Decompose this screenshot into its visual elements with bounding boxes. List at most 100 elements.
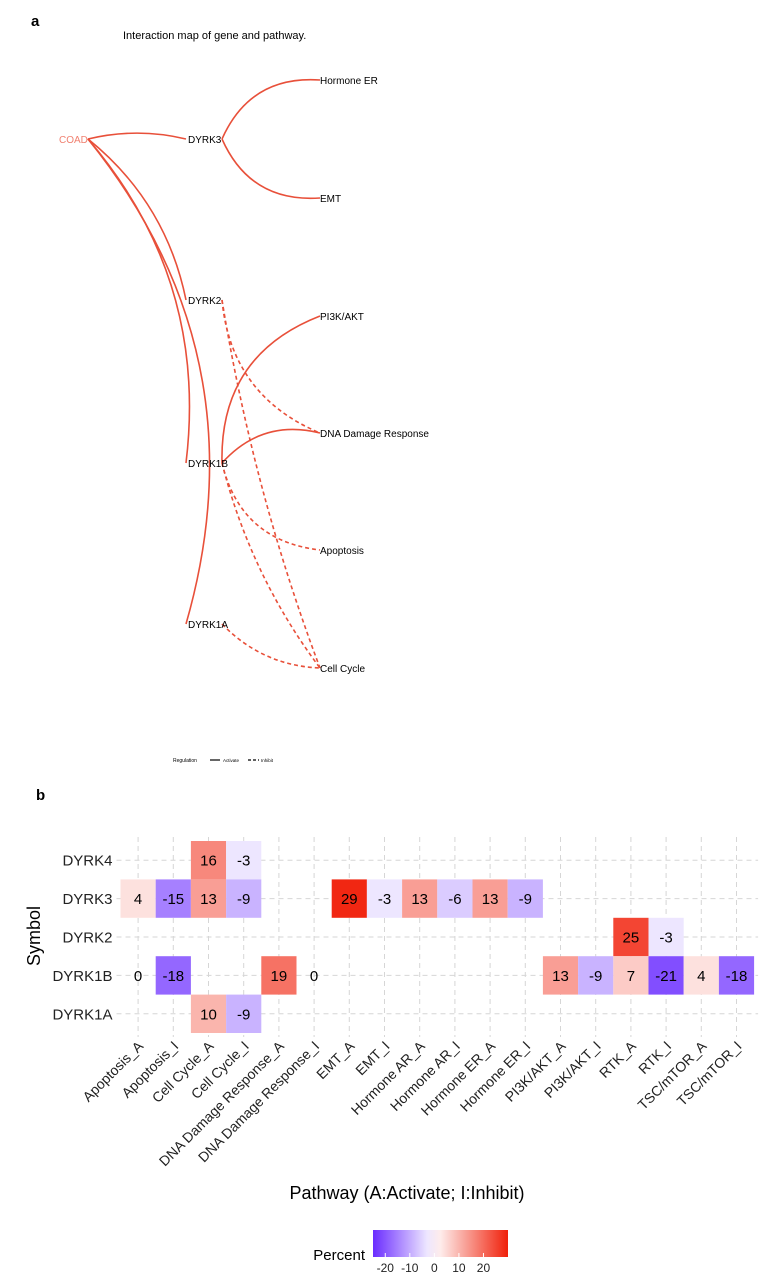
heatmap-cell [366,879,403,918]
heatmap-cell-label: 4 [134,891,142,908]
heatmap-cell-label: 13 [411,891,428,908]
color-legend-bar [373,1230,508,1257]
heatmap-cell [190,879,227,918]
edge-dyrk2-dna-damage-response [221,299,321,434]
node-dyrk3: DYRK3 [188,135,222,146]
panel-a-letter: a [31,13,40,30]
heatmap-cell-label: -9 [589,968,602,985]
heatmap-cell [507,879,543,918]
panel-a: a Interaction map of gene and pathway. C… [31,13,429,764]
heatmap-cell-label: 25 [623,930,640,947]
heatmap-cell-label: -3 [378,891,391,908]
node-hormone-er: Hormone ER [320,76,378,87]
edge-dyrk1a-cell-cycle [221,623,321,669]
node-dyrk1a: DYRK1A [188,620,228,631]
edge-dyrk2-cell-cycle [221,299,321,669]
node-dyrk2: DYRK2 [188,296,222,307]
heatmap-cell [226,841,262,880]
heatmap-cell-label: 13 [482,891,499,908]
color-legend: Percent -20 -10 0 10 20 [313,1230,508,1275]
node-cell-cycle: Cell Cycle [320,664,365,675]
heatmap-cell [155,879,191,918]
heatmap-cell-label: -9 [519,891,532,908]
node-dyrk1b: DYRK1B [188,459,228,470]
color-legend-title: Percent [313,1247,366,1264]
heatmap-cell [155,956,191,995]
heatmap-cell-label: 7 [627,968,635,985]
legend-activate-label: Activate [223,758,240,763]
edge-coad-dyrk2 [87,138,187,301]
edge-dyrk1b-dna-damage-response [221,428,321,464]
regulation-legend: Regulation Activate Inhibit [173,758,274,764]
y-axis-title: Symbol [24,906,44,966]
heatmap-cell-label: -15 [162,891,184,908]
panel-b: b 16 -3 4 -15 13 -9 29 -3 13 -6 13 -9 25 -3 0 -18 19 0 13 -… [24,787,759,1275]
edge-dyrk1b-cell-cycle [221,462,321,669]
x-tick-label: RTK_A [596,1037,640,1081]
edge-coad-dyrk1a [87,138,211,625]
heatmap-cell [402,879,438,918]
heatmap-cell-label: -18 [162,968,184,985]
node-apoptosis: Apoptosis [320,546,364,557]
heatmap-cell [190,994,227,1033]
color-legend-tick-label: -10 [401,1261,419,1275]
heatmap-cell [331,879,367,918]
heatmap-cell [613,917,649,957]
heatmap-cell-label: 0 [134,968,142,985]
network-edges [87,78,321,669]
heatmap: 16 -3 4 -15 13 -9 29 -3 13 -6 13 -9 25 -3 0 -18 19 0 13 -9 7… [52,837,759,1169]
x-axis-title: Pathway (A:Activate; I:Inhibit) [289,1183,524,1203]
heatmap-cell [226,994,262,1033]
edge-dyrk3-emt [221,138,321,200]
heatmap-cell-label: -6 [448,891,461,908]
edge-dyrk3-hormone-er [221,78,321,140]
node-emt: EMT [320,194,341,205]
heatmap-cell-label: -9 [237,891,250,908]
heatmap-cell-label: -3 [659,930,672,947]
heatmap-cell-label: 4 [697,968,705,985]
y-tick-label: DYRK2 [62,930,112,947]
network-title: Interaction map of gene and pathway. [123,30,306,42]
edge-coad-dyrk1b [87,138,191,464]
regulation-legend-title: Regulation [173,758,197,764]
heatmap-cell-label: 29 [341,891,358,908]
heatmap-cell [226,879,262,918]
node-dna-damage-response: DNA Damage Response [320,429,429,440]
heatmap-cell-label: -21 [655,968,677,985]
edge-coad-dyrk3 [87,132,187,140]
heatmap-cell-label: 10 [200,1006,217,1023]
panel-b-letter: b [36,787,45,804]
heatmap-cell [683,956,719,995]
heatmap-cell [718,956,755,995]
legend-inhibit-label: Inhibit [261,758,274,763]
heatmap-cell [542,956,579,995]
color-legend-tick-label: 20 [477,1261,491,1275]
heatmap-cell-label: -9 [237,1006,250,1023]
heatmap-cell-label: 19 [271,968,288,985]
heatmap-cell-label: 16 [200,853,217,870]
heatmap-cell [437,879,473,918]
heatmap-cell [613,956,649,995]
y-tick-label: DYRK1A [52,1006,112,1023]
node-coad: COAD [59,135,88,146]
color-legend-tick-label: 0 [431,1261,438,1275]
heatmap-cell [648,956,684,995]
y-tick-label: DYRK4 [62,853,112,870]
heatmap-cell-label: 13 [552,968,569,985]
heatmap-cell [578,956,614,995]
color-legend-tick-label: 10 [452,1261,466,1275]
x-tick-label: EMT_A [313,1037,358,1082]
heatmap-cell [472,879,508,918]
color-legend-tick-label: -20 [377,1261,395,1275]
network-nodes: COAD DYRK3 DYRK2 DYRK1B DYRK1A Hormone ER EMT P… [59,76,429,675]
heatmap-cell-label: 13 [200,891,217,908]
heatmap-cell-label: -3 [237,853,250,870]
heatmap-cell [120,879,156,918]
node-pi3k-akt: PI3K/AKT [320,312,364,323]
y-tick-label: DYRK3 [62,891,112,908]
heatmap-cell [261,956,297,995]
edge-dyrk1b-pi3k-akt [221,315,321,464]
heatmap-cell [648,917,684,957]
heatmap-cell [190,841,227,880]
edge-dyrk1b-apoptosis [221,462,321,551]
